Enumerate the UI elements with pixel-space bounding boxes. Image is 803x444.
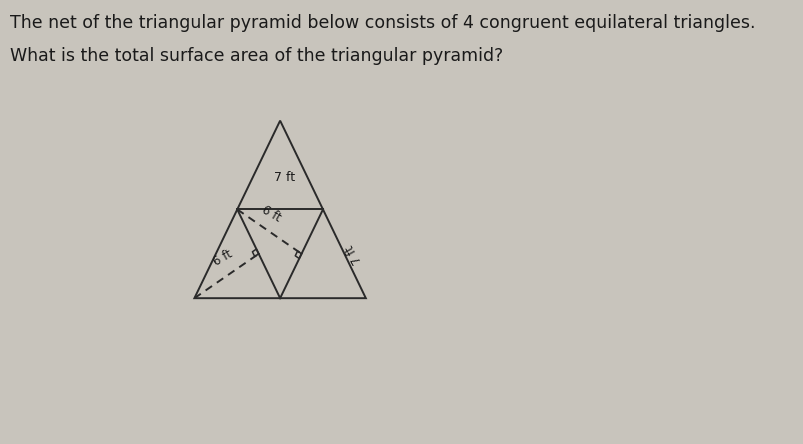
Text: 7 ft: 7 ft — [273, 171, 295, 184]
Text: 6 ft: 6 ft — [210, 248, 234, 269]
Text: 7 ft: 7 ft — [344, 242, 365, 266]
Text: 6 ft: 6 ft — [259, 203, 283, 225]
Text: The net of the triangular pyramid below consists of 4 congruent equilateral tria: The net of the triangular pyramid below … — [10, 14, 755, 32]
Text: What is the total surface area of the triangular pyramid?: What is the total surface area of the tr… — [10, 47, 503, 65]
